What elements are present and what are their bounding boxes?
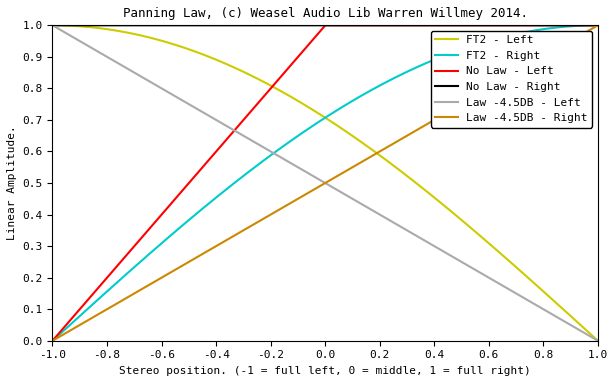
Law -4.5DB - Left xyxy=(77,39,84,44)
FT2 - Left xyxy=(300,102,307,106)
Line: FT2 - Right: FT2 - Right xyxy=(52,25,598,341)
FT2 - Left xyxy=(478,235,486,240)
Law -4.5DB - Left xyxy=(478,272,486,276)
Y-axis label: Linear Amplitude.: Linear Amplitude. xyxy=(7,126,17,241)
Law -4.5DB - Right xyxy=(579,32,586,37)
FT2 - Right xyxy=(314,120,322,125)
No Law - Right xyxy=(578,23,585,28)
Law -4.5DB - Right xyxy=(49,339,56,343)
FT2 - Left xyxy=(579,324,586,329)
Title: Panning Law, (c) Weasel Audio Lib Warren Willmey 2014.: Panning Law, (c) Weasel Audio Lib Warren… xyxy=(123,7,528,20)
FT2 - Left xyxy=(314,111,322,115)
Law -4.5DB - Right xyxy=(77,322,84,327)
No Law - Left xyxy=(478,23,486,28)
No Law - Right xyxy=(579,23,586,28)
Law -4.5DB - Right xyxy=(478,90,486,95)
No Law - Right xyxy=(478,23,486,28)
FT2 - Right xyxy=(478,41,486,45)
Law -4.5DB - Left xyxy=(300,168,307,173)
No Law - Right xyxy=(77,23,84,28)
Line: Law -4.5DB - Left: Law -4.5DB - Left xyxy=(52,25,598,341)
Law -4.5DB - Left xyxy=(579,329,586,334)
FT2 - Left xyxy=(49,23,56,28)
No Law - Left xyxy=(322,23,329,28)
No Law - Right xyxy=(300,23,307,28)
No Law - Left xyxy=(300,48,307,53)
No Law - Right xyxy=(49,23,56,28)
Legend: FT2 - Left, FT2 - Right, No Law - Left, No Law - Right, Law -4.5DB - Left, Law -: FT2 - Left, FT2 - Right, No Law - Left, … xyxy=(431,31,592,128)
X-axis label: Stereo position. (-1 = full left, 0 = middle, 1 = full right): Stereo position. (-1 = full left, 0 = mi… xyxy=(119,366,531,376)
Law -4.5DB - Right xyxy=(314,185,322,190)
FT2 - Left xyxy=(578,324,585,329)
FT2 - Right xyxy=(578,23,585,28)
Law -4.5DB - Right xyxy=(300,193,307,198)
FT2 - Right xyxy=(579,23,586,28)
FT2 - Right xyxy=(300,130,307,134)
Line: No Law - Left: No Law - Left xyxy=(52,25,598,341)
Line: FT2 - Left: FT2 - Left xyxy=(52,25,598,341)
No Law - Left xyxy=(77,306,84,311)
Law -4.5DB - Left xyxy=(314,177,322,181)
No Law - Left xyxy=(314,32,322,36)
Law -4.5DB - Right xyxy=(578,32,585,37)
No Law - Right xyxy=(594,23,601,28)
Law -4.5DB - Right xyxy=(594,23,601,28)
No Law - Left xyxy=(579,23,586,28)
Line: Law -4.5DB - Right: Law -4.5DB - Right xyxy=(52,25,598,341)
FT2 - Left xyxy=(77,24,84,29)
FT2 - Right xyxy=(49,339,56,343)
No Law - Left xyxy=(49,339,56,343)
Law -4.5DB - Left xyxy=(578,329,585,334)
No Law - Left xyxy=(594,23,601,28)
Law -4.5DB - Left xyxy=(594,339,601,343)
No Law - Left xyxy=(579,23,586,28)
No Law - Right xyxy=(314,23,322,28)
FT2 - Left xyxy=(594,339,601,343)
FT2 - Right xyxy=(77,313,84,318)
Law -4.5DB - Left xyxy=(49,23,56,28)
FT2 - Right xyxy=(594,23,601,28)
